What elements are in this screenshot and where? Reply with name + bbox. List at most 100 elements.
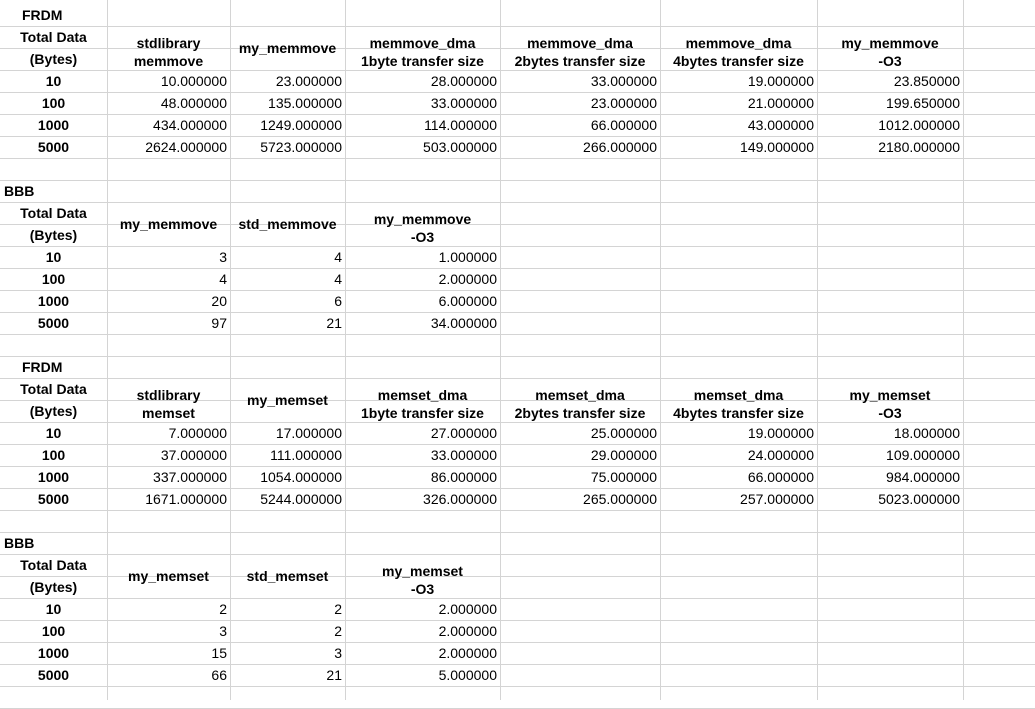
column-header[interactable]: my_memmove <box>238 40 337 56</box>
data-cell[interactable]: 4 <box>334 249 342 265</box>
data-cell[interactable]: 3 <box>219 249 227 265</box>
data-size-cell[interactable]: 1000 <box>37 117 70 133</box>
data-cell[interactable]: 434.000000 <box>153 117 227 133</box>
data-cell[interactable]: 6.000000 <box>438 293 497 309</box>
column-header[interactable]: std_memset <box>246 568 329 584</box>
total-data-header[interactable]: Total Data <box>20 29 87 45</box>
data-cell[interactable]: 86.000000 <box>430 469 497 485</box>
column-header[interactable]: memset_dma <box>535 387 625 403</box>
data-cell[interactable]: 66 <box>211 667 227 683</box>
column-header[interactable]: my_memset <box>849 387 931 403</box>
data-cell[interactable]: 19.000000 <box>747 425 814 441</box>
column-header[interactable]: memmove <box>133 53 204 69</box>
data-size-cell[interactable]: 10 <box>45 425 62 441</box>
data-cell[interactable]: 1671.000000 <box>145 491 227 507</box>
data-cell[interactable]: 7.000000 <box>168 425 227 441</box>
data-size-cell[interactable]: 100 <box>41 447 66 463</box>
data-cell[interactable]: 27.000000 <box>430 425 497 441</box>
block-label[interactable]: FRDM <box>22 7 63 23</box>
block-label[interactable]: BBB <box>4 535 35 551</box>
column-header[interactable]: my_memmove <box>119 216 218 232</box>
data-cell[interactable]: 97 <box>211 315 227 331</box>
data-cell[interactable]: 28.000000 <box>430 73 497 89</box>
bytes-header[interactable]: (Bytes) <box>29 227 78 243</box>
block-label[interactable]: FRDM <box>22 359 63 375</box>
column-header[interactable]: 1byte transfer size <box>361 405 484 421</box>
data-cell[interactable]: 75.000000 <box>590 469 657 485</box>
column-header[interactable]: 4bytes transfer size <box>673 405 804 421</box>
data-cell[interactable]: 43.000000 <box>747 117 814 133</box>
data-cell[interactable]: 3 <box>219 623 227 639</box>
data-cell[interactable]: 4 <box>334 271 342 287</box>
column-header[interactable]: stdlibrary <box>136 35 201 51</box>
data-cell[interactable]: 23.850000 <box>893 73 960 89</box>
column-header[interactable]: 1byte transfer size <box>361 53 484 69</box>
column-header[interactable]: memset_dma <box>693 387 784 403</box>
column-header[interactable]: memset_dma <box>377 387 468 403</box>
total-data-header[interactable]: Total Data <box>20 557 87 573</box>
column-header[interactable]: memset <box>142 405 195 421</box>
data-cell[interactable]: 6 <box>334 293 342 309</box>
data-size-cell[interactable]: 100 <box>41 271 66 287</box>
data-cell[interactable]: 23.000000 <box>590 95 657 111</box>
data-cell[interactable]: 1.000000 <box>438 249 497 265</box>
data-size-cell[interactable]: 1000 <box>37 293 70 309</box>
data-cell[interactable]: 2 <box>334 601 342 617</box>
data-cell[interactable]: 66.000000 <box>590 117 657 133</box>
block-label[interactable]: BBB <box>4 183 35 199</box>
column-header[interactable]: my_memset <box>382 563 463 579</box>
data-cell[interactable]: 337.000000 <box>153 469 227 485</box>
data-cell[interactable]: 5.000000 <box>438 667 497 683</box>
data-cell[interactable]: 2 <box>334 623 342 639</box>
column-header[interactable]: -O3 <box>410 229 435 245</box>
data-cell[interactable]: 21 <box>326 667 342 683</box>
column-header[interactable]: my_memset <box>247 392 328 408</box>
data-size-cell[interactable]: 1000 <box>37 645 70 661</box>
data-cell[interactable]: 2.000000 <box>438 623 497 639</box>
column-header[interactable]: memmove_dma <box>369 35 476 51</box>
data-cell[interactable]: 21.000000 <box>747 95 814 111</box>
data-cell[interactable]: 1249.000000 <box>260 117 342 133</box>
data-cell[interactable]: 326.000000 <box>423 491 497 507</box>
column-header[interactable]: -O3 <box>878 405 902 421</box>
data-cell[interactable]: 29.000000 <box>590 447 657 463</box>
data-cell[interactable]: 19.000000 <box>747 73 814 89</box>
bytes-header[interactable]: (Bytes) <box>29 51 78 67</box>
data-cell[interactable]: 1012.000000 <box>878 117 960 133</box>
data-size-cell[interactable]: 5000 <box>37 667 70 683</box>
data-cell[interactable]: 3 <box>334 645 342 661</box>
column-header[interactable]: my_memmove <box>841 35 939 51</box>
data-cell[interactable]: 503.000000 <box>423 139 497 155</box>
data-cell[interactable]: 266.000000 <box>583 139 657 155</box>
data-cell[interactable]: 18.000000 <box>893 425 960 441</box>
data-size-cell[interactable]: 10 <box>45 73 62 89</box>
data-cell[interactable]: 33.000000 <box>430 447 497 463</box>
column-header[interactable]: 2bytes transfer size <box>514 53 646 69</box>
data-cell[interactable]: 2.000000 <box>438 271 497 287</box>
data-cell[interactable]: 66.000000 <box>747 469 814 485</box>
data-size-cell[interactable]: 5000 <box>37 139 70 155</box>
column-header[interactable]: 2bytes transfer size <box>514 405 646 421</box>
data-cell[interactable]: 33.000000 <box>430 95 497 111</box>
bytes-header[interactable]: (Bytes) <box>29 579 78 595</box>
data-cell[interactable]: 265.000000 <box>583 491 657 507</box>
bytes-header[interactable]: (Bytes) <box>29 403 78 419</box>
column-header[interactable]: memmove_dma <box>685 35 792 51</box>
data-cell[interactable]: 5244.000000 <box>260 491 342 507</box>
data-cell[interactable]: 24.000000 <box>747 447 814 463</box>
data-cell[interactable]: 114.000000 <box>424 117 497 133</box>
data-cell[interactable]: 111.000000 <box>270 447 342 463</box>
total-data-header[interactable]: Total Data <box>20 205 87 221</box>
data-cell[interactable]: 21 <box>326 315 342 331</box>
data-cell[interactable]: 1054.000000 <box>260 469 342 485</box>
data-size-cell[interactable]: 100 <box>41 95 66 111</box>
data-size-cell[interactable]: 10 <box>45 249 62 265</box>
data-cell[interactable]: 5023.000000 <box>878 491 960 507</box>
column-header[interactable]: my_memmove <box>373 211 472 227</box>
data-size-cell[interactable]: 10 <box>45 601 62 617</box>
data-cell[interactable]: 17.000000 <box>275 425 342 441</box>
data-cell[interactable]: 20 <box>211 293 227 309</box>
data-cell[interactable]: 5723.000000 <box>260 139 342 155</box>
data-cell[interactable]: 23.000000 <box>275 73 342 89</box>
